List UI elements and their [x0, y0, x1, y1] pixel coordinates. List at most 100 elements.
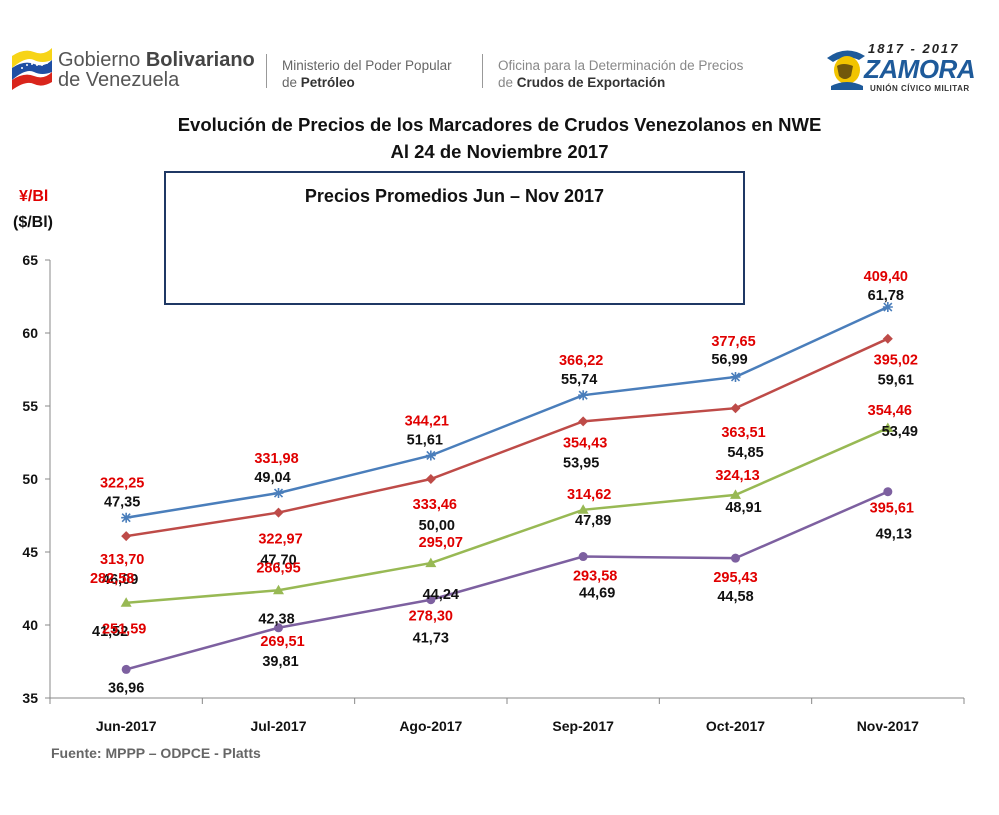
- data-point-sba: [882, 302, 893, 313]
- data-point-sba: [425, 450, 436, 461]
- data-label-usd: 49,04: [254, 470, 290, 486]
- data-label-usd: 53,95: [563, 455, 599, 471]
- venezuela-flag-logo: [12, 48, 52, 90]
- series-line-merey-16: [126, 426, 889, 605]
- x-tick-label: Jul-2017: [250, 718, 306, 734]
- data-label-usd: 41,73: [413, 631, 449, 647]
- chart-title: Evolución de Precios de los Marcadores d…: [177, 114, 822, 135]
- data-label-cny: 322,97: [258, 532, 302, 548]
- gov-line1-bold: Bolivariano: [145, 49, 255, 71]
- y-tick-label: 65: [22, 252, 38, 268]
- data-point-boscan: [121, 664, 131, 674]
- data-point-sba: [121, 512, 132, 523]
- data-point-mesa30: [882, 333, 893, 344]
- x-tick-label: Nov-2017: [857, 718, 919, 734]
- data-label-usd: 47,89: [575, 513, 611, 529]
- data-label-usd: 39,81: [262, 654, 298, 670]
- source-note: Fuente: MPPP – ODPCE - Platts: [51, 745, 261, 761]
- data-label-cny: 322,25: [100, 476, 144, 492]
- data-point-mesa30: [578, 416, 589, 427]
- zamora-subtitle: UNIÓN CÍVICO MILITAR: [870, 84, 970, 93]
- office-line2-bold: Crudos de Exportación: [516, 75, 666, 90]
- data-point-mesa30: [425, 474, 436, 484]
- ministry-line1: Ministerio del Poder Popular: [282, 58, 452, 73]
- government-name: Gobierno Bolivariano de Venezuela: [58, 50, 255, 90]
- header-divider: [482, 54, 483, 88]
- x-tick-label: Sep-2017: [552, 718, 614, 734]
- data-label-usd: 54,85: [727, 445, 763, 461]
- data-label-cny: 377,65: [711, 334, 755, 350]
- data-point-boscan: [883, 487, 893, 497]
- data-label-cny: 354,43: [563, 435, 607, 451]
- x-tick-label: Oct-2017: [706, 718, 765, 734]
- data-label-cny: 286,95: [256, 560, 300, 576]
- data-point-boscan: [426, 595, 436, 605]
- x-tick-label: Jun-2017: [96, 718, 157, 734]
- averages-title: Precios Promedios Jun – Nov 2017: [304, 186, 605, 206]
- zamora-years: 1817 - 2017: [868, 41, 960, 56]
- data-label-usd: 47,35: [104, 495, 140, 511]
- data-label-usd: 41,52: [92, 624, 128, 640]
- office-line2-prefix: de: [498, 75, 517, 90]
- data-label-usd: 42,38: [258, 611, 294, 627]
- series-line-mesa30: [125, 337, 889, 538]
- data-label-usd: 46,09: [102, 572, 138, 588]
- data-point-boscan: [731, 553, 740, 563]
- data-label-usd: 56,99: [711, 352, 747, 368]
- zamora-name: ZAMORA: [864, 54, 976, 84]
- data-label-cny: 363,51: [721, 425, 765, 441]
- data-label-cny: 314,62: [567, 487, 611, 503]
- data-label-cny: 395,02: [874, 353, 918, 369]
- data-label-cny: 278,30: [409, 609, 453, 625]
- data-label-cny: 269,51: [260, 634, 304, 650]
- data-label-cny: 344,21: [405, 413, 449, 429]
- data-label-cny: 333,46: [413, 497, 457, 513]
- data-point-mesa30: [730, 403, 741, 414]
- chart-subtitle: Al 24 de Noviembre 2017: [390, 141, 609, 162]
- data-label-usd: 36,96: [108, 680, 144, 696]
- data-point-merey-16: [577, 504, 589, 514]
- ministry-name: Ministerio del Poder Popular de Petróleo: [282, 57, 452, 91]
- data-label-cny: 282,58: [90, 571, 134, 587]
- office-name: Oficina para la Determinación de Precios…: [498, 57, 743, 91]
- data-point-merey-16: [730, 489, 741, 499]
- data-point-merey-16: [882, 422, 894, 433]
- data-label-cny: 313,70: [100, 552, 144, 568]
- y-tick-label: 35: [22, 690, 38, 706]
- data-label-cny: 295,43: [713, 570, 757, 586]
- data-point-sba: [578, 390, 589, 401]
- series-line-sba: [125, 305, 889, 519]
- data-label-usd: 44,24: [423, 587, 459, 603]
- data-point-mesa30: [121, 531, 132, 542]
- data-label-cny: 354,46: [868, 403, 912, 419]
- y-tick-label: 45: [22, 544, 38, 560]
- data-point-sba: [730, 371, 741, 382]
- data-label-cny: 366,22: [559, 353, 603, 369]
- data-label-cny: 251,59: [102, 621, 146, 637]
- data-point-merey-16: [425, 557, 437, 568]
- series-line-boscan: [125, 490, 889, 671]
- data-label-usd: 51,61: [407, 432, 443, 448]
- data-label-cny: 331,98: [254, 451, 298, 467]
- data-label-cny: 409,40: [864, 269, 908, 285]
- data-label-usd: 49,13: [876, 527, 912, 543]
- data-point-mesa30: [273, 507, 284, 518]
- y-tick-label: 60: [22, 325, 38, 341]
- data-label-usd: 47,70: [260, 553, 296, 569]
- y-unit-cny: ¥/Bl: [19, 188, 49, 205]
- data-point-boscan: [578, 552, 588, 562]
- data-label-cny: 293,58: [573, 569, 617, 585]
- data-label-usd: 59,61: [878, 373, 914, 389]
- data-label-cny: 295,07: [419, 535, 463, 551]
- data-point-sba: [273, 488, 284, 499]
- data-label-usd: 44,69: [579, 586, 615, 602]
- y-unit-usd: ($/Bl): [13, 214, 53, 231]
- gov-line1-prefix: Gobierno: [58, 49, 146, 71]
- y-tick-label: 55: [22, 398, 38, 414]
- x-tick-label: Ago-2017: [399, 718, 462, 734]
- y-tick-label: 40: [22, 617, 38, 633]
- data-label-usd: 44,58: [717, 589, 753, 605]
- header-divider: [266, 54, 267, 88]
- office-line1: Oficina para la Determinación de Precios: [498, 58, 744, 73]
